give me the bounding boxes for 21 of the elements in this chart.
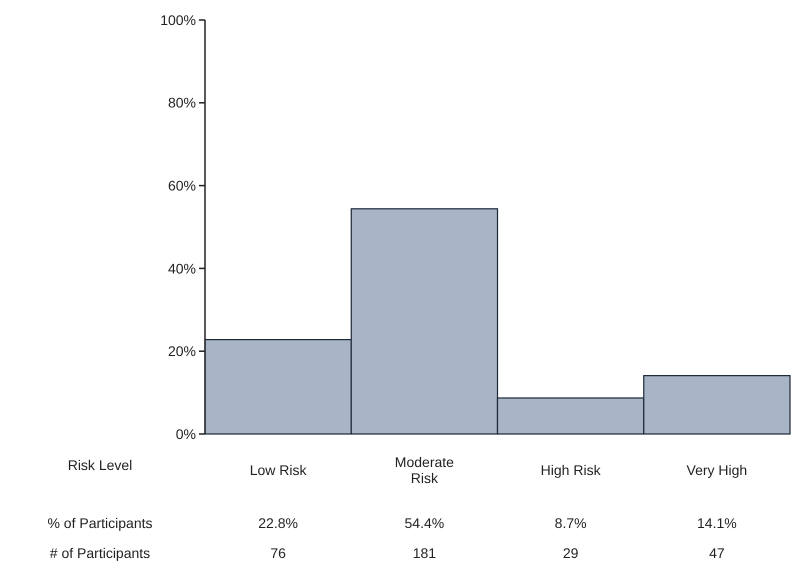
data-label: 22.8%	[258, 514, 298, 531]
data-label: 54.4%	[404, 514, 444, 531]
x-tick-label: Moderate Risk	[394, 454, 454, 486]
x-tick-label: Very High	[686, 462, 748, 478]
text: 29	[562, 544, 579, 561]
x-tick-label: Low Risk	[250, 462, 308, 478]
data-label: 14.1%	[697, 514, 737, 531]
x-axis-title: Risk Level	[68, 457, 132, 473]
y-tick-label: 100%	[160, 12, 196, 28]
y-tick-label: 20%	[168, 343, 196, 360]
x-tick-label: High Risk	[540, 462, 602, 478]
text: 76	[270, 544, 286, 561]
text: 47	[709, 544, 725, 561]
y-tick-label: 80%	[168, 94, 196, 111]
y-tick-label: 40%	[168, 260, 196, 276]
text: % of Participants	[47, 514, 153, 531]
text: # of Participants	[50, 544, 150, 561]
y-tick-label: 60%	[168, 178, 196, 194]
data-label: 8.7%	[554, 514, 587, 531]
y-tick-label: 0%	[176, 426, 196, 442]
text: 181	[412, 544, 436, 561]
